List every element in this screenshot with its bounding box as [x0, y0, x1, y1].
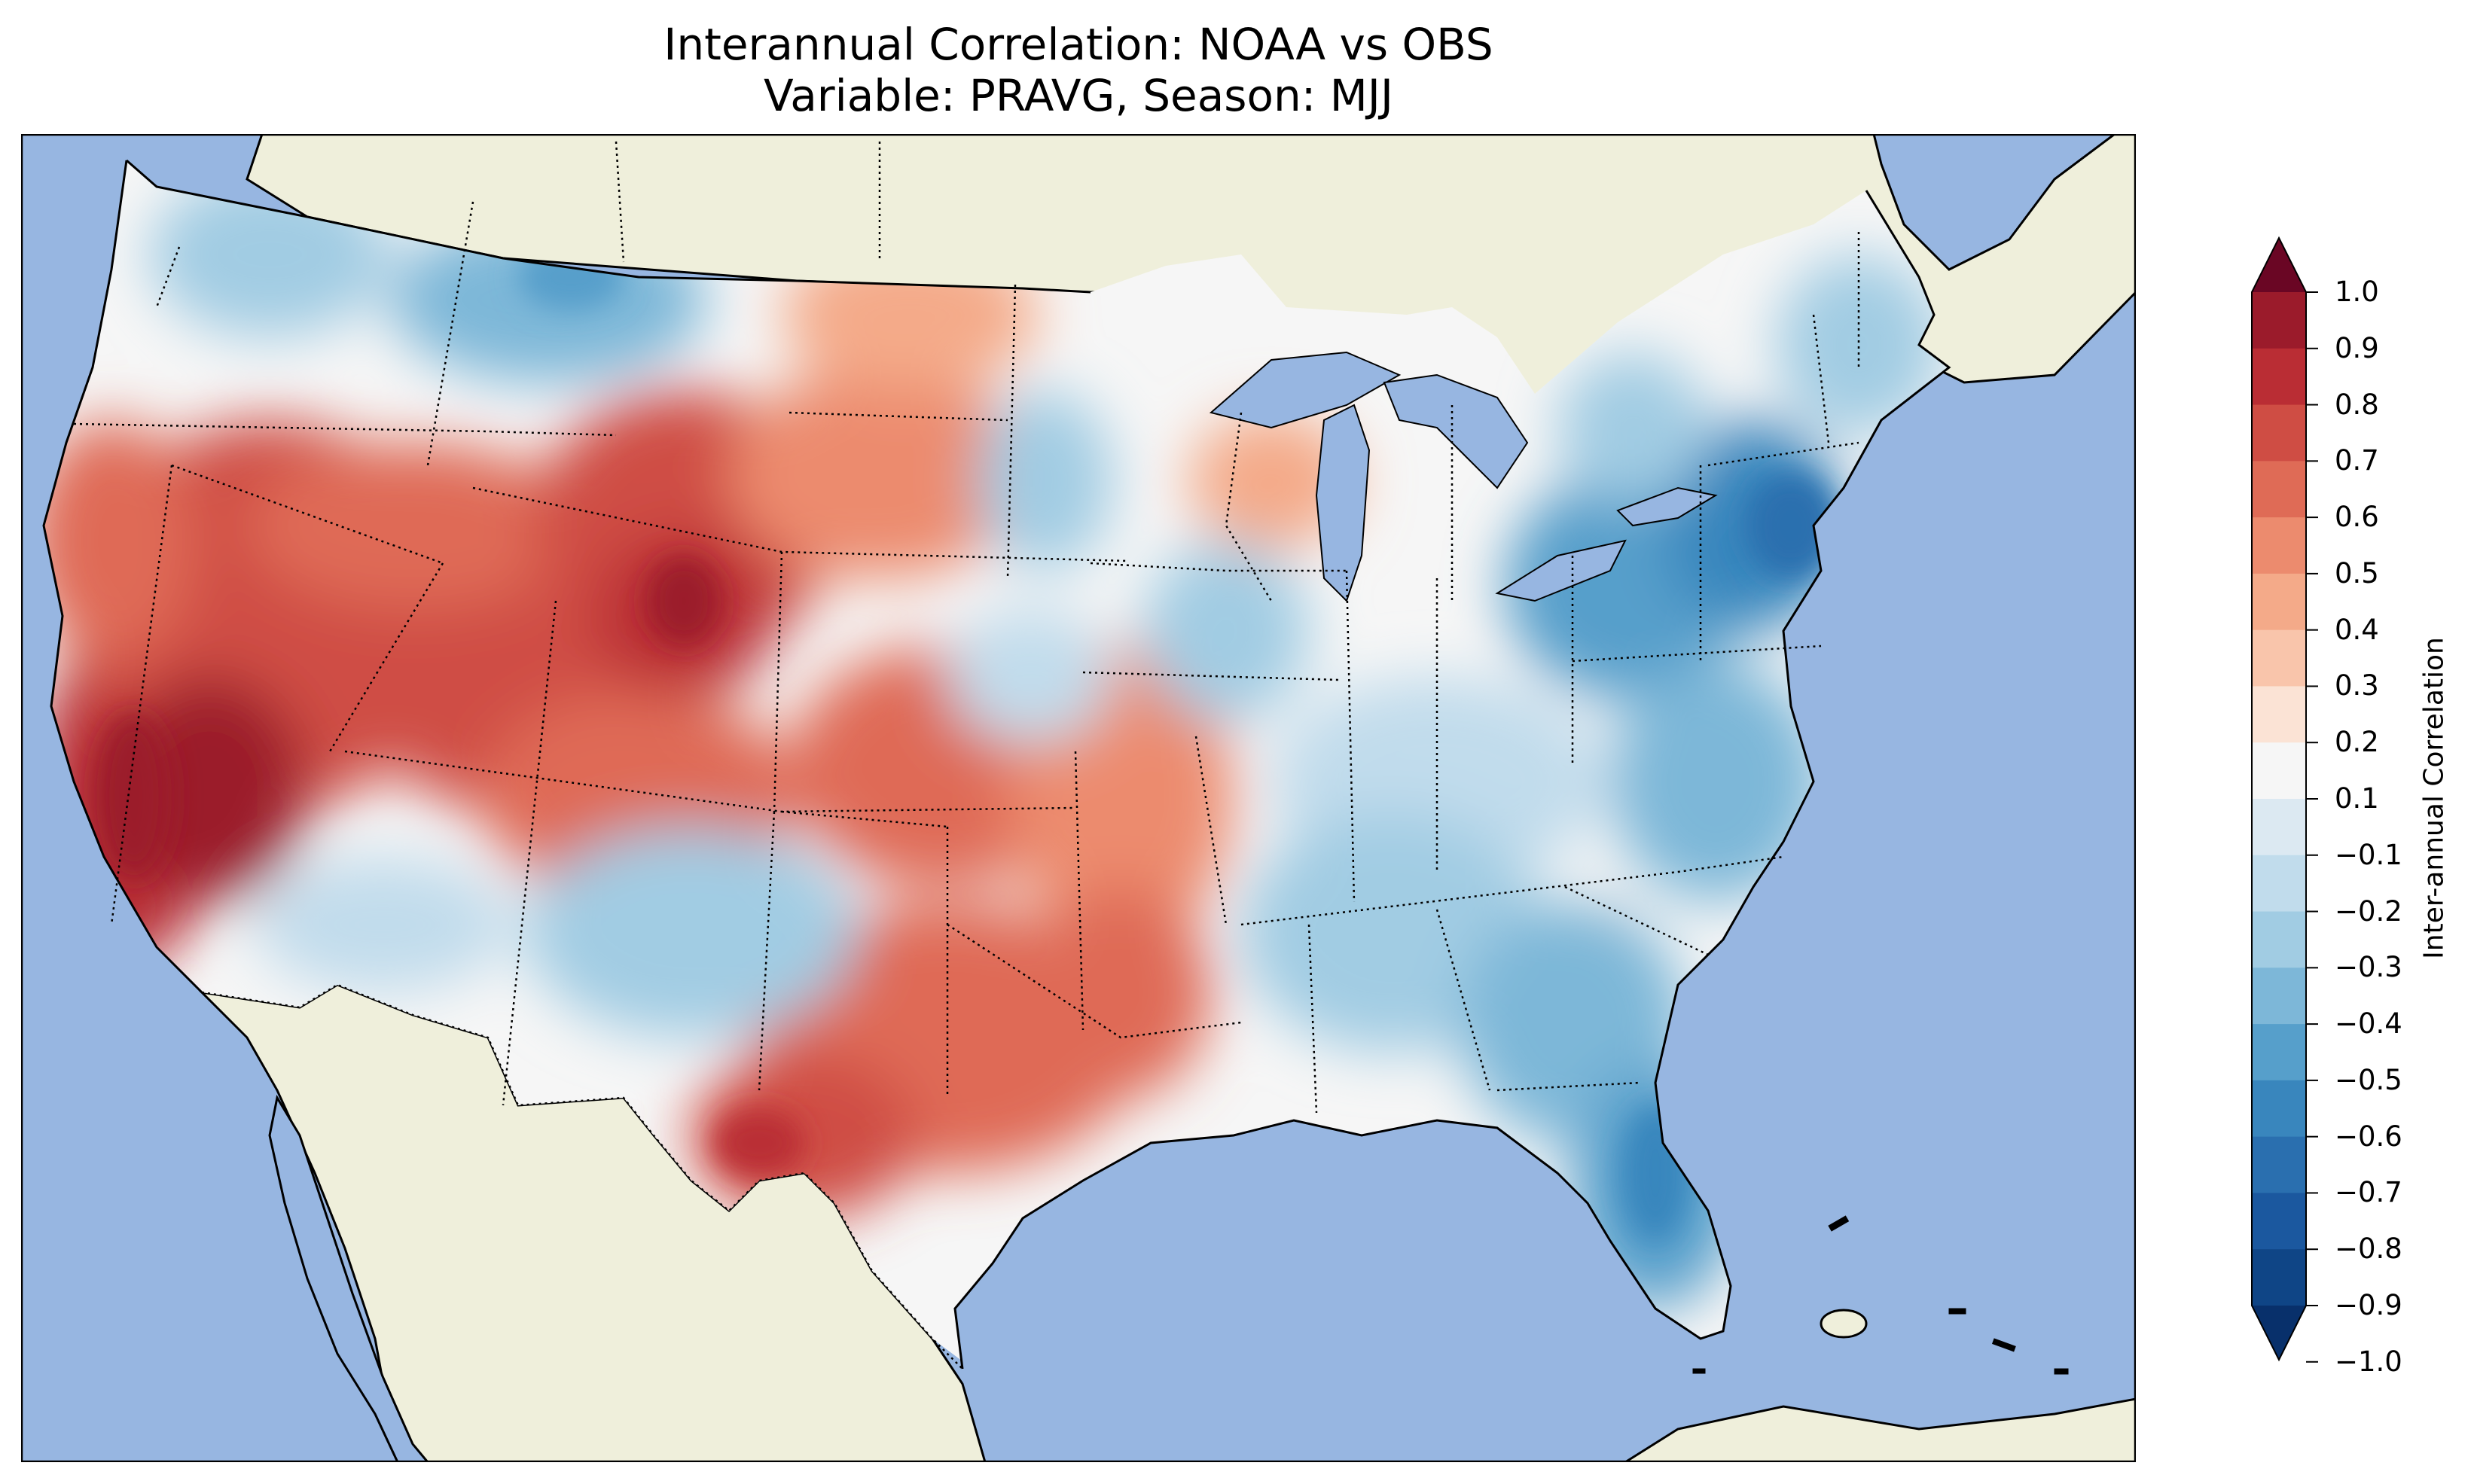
- state-borders: [73, 141, 1860, 1114]
- colorbar-tick-label: 0.6: [2335, 501, 2379, 534]
- colorbar-bin: [2252, 911, 2306, 968]
- colorbar-bin: [2252, 742, 2306, 800]
- colorbar-bin: [2252, 967, 2306, 1025]
- colorbar-tick-label: 0.7: [2335, 444, 2379, 477]
- colorbar-bin: [2252, 404, 2306, 462]
- colorbar-tick-label: 0.8: [2335, 388, 2379, 421]
- colorbar-bin: [2252, 1193, 2306, 1250]
- colorbar-bin: [2252, 573, 2306, 631]
- colorbar-bin: [2252, 292, 2306, 349]
- us-coastline: [42, 160, 1951, 1370]
- colorbar-bin: [2252, 1080, 2306, 1138]
- colorbar-tick-label: −0.3: [2335, 951, 2402, 984]
- colorbar: [2251, 236, 2318, 1363]
- canada-border: [126, 159, 1091, 294]
- colorbar-tick-label: 0.9: [2335, 331, 2379, 364]
- colorbar-tick-label: 0.1: [2335, 782, 2379, 815]
- great-lakes: [1209, 351, 1718, 602]
- colorbar-tick-label: −0.8: [2335, 1233, 2402, 1266]
- colorbar-bin: [2252, 461, 2306, 518]
- colorbar-tick-label: −0.9: [2335, 1289, 2402, 1321]
- map-panel: [21, 134, 2136, 1462]
- colorbar-tick-label: 0.3: [2335, 669, 2379, 702]
- colorbar-bin: [2252, 1249, 2306, 1306]
- colorbar-extend-top: [2252, 238, 2306, 292]
- colorbar-bin: [2252, 629, 2306, 687]
- colorbar-bin: [2252, 348, 2306, 406]
- islands: [1692, 1215, 2069, 1375]
- colorbar-tick-label: 0.2: [2335, 726, 2379, 759]
- colorbar-tick-label: −1.0: [2335, 1345, 2402, 1378]
- colorbar-tick-label: −0.4: [2335, 1007, 2402, 1041]
- colorbar-tick-label: −0.5: [2335, 1063, 2402, 1096]
- figure-title-line-2: Variable: PRAVG, Season: MJJ: [764, 70, 1393, 121]
- colorbar-tick-label: −0.1: [2335, 838, 2402, 871]
- colorbar-tick-label: 1.0: [2335, 276, 2379, 308]
- colorbar-bin: [2252, 1136, 2306, 1194]
- colorbar-tick-label: 0.5: [2335, 556, 2379, 590]
- colorbar-tick-label: 0.4: [2335, 613, 2379, 646]
- colorbar-extend-bottom: [2252, 1306, 2306, 1360]
- colorbar-bins: [2252, 292, 2306, 1306]
- mexico-border: [201, 983, 963, 1370]
- colorbar-bin: [2252, 517, 2306, 574]
- colorbar-tick-label: −0.6: [2335, 1120, 2402, 1153]
- colorbar-bin: [2252, 855, 2306, 913]
- colorbar-bin: [2252, 1024, 2306, 1081]
- colorbar-bin: [2252, 799, 2306, 856]
- colorbar-ticks: [2306, 291, 2318, 1363]
- colorbar-tick-label: −0.7: [2335, 1176, 2402, 1209]
- colorbar-tick-label: −0.2: [2335, 894, 2402, 928]
- colorbar-label: Inter-annual Correlation: [2418, 637, 2450, 959]
- figure-title-line-1: Interannual Correlation: NOAA vs OBS: [663, 19, 1493, 70]
- colorbar-bin: [2252, 686, 2306, 743]
